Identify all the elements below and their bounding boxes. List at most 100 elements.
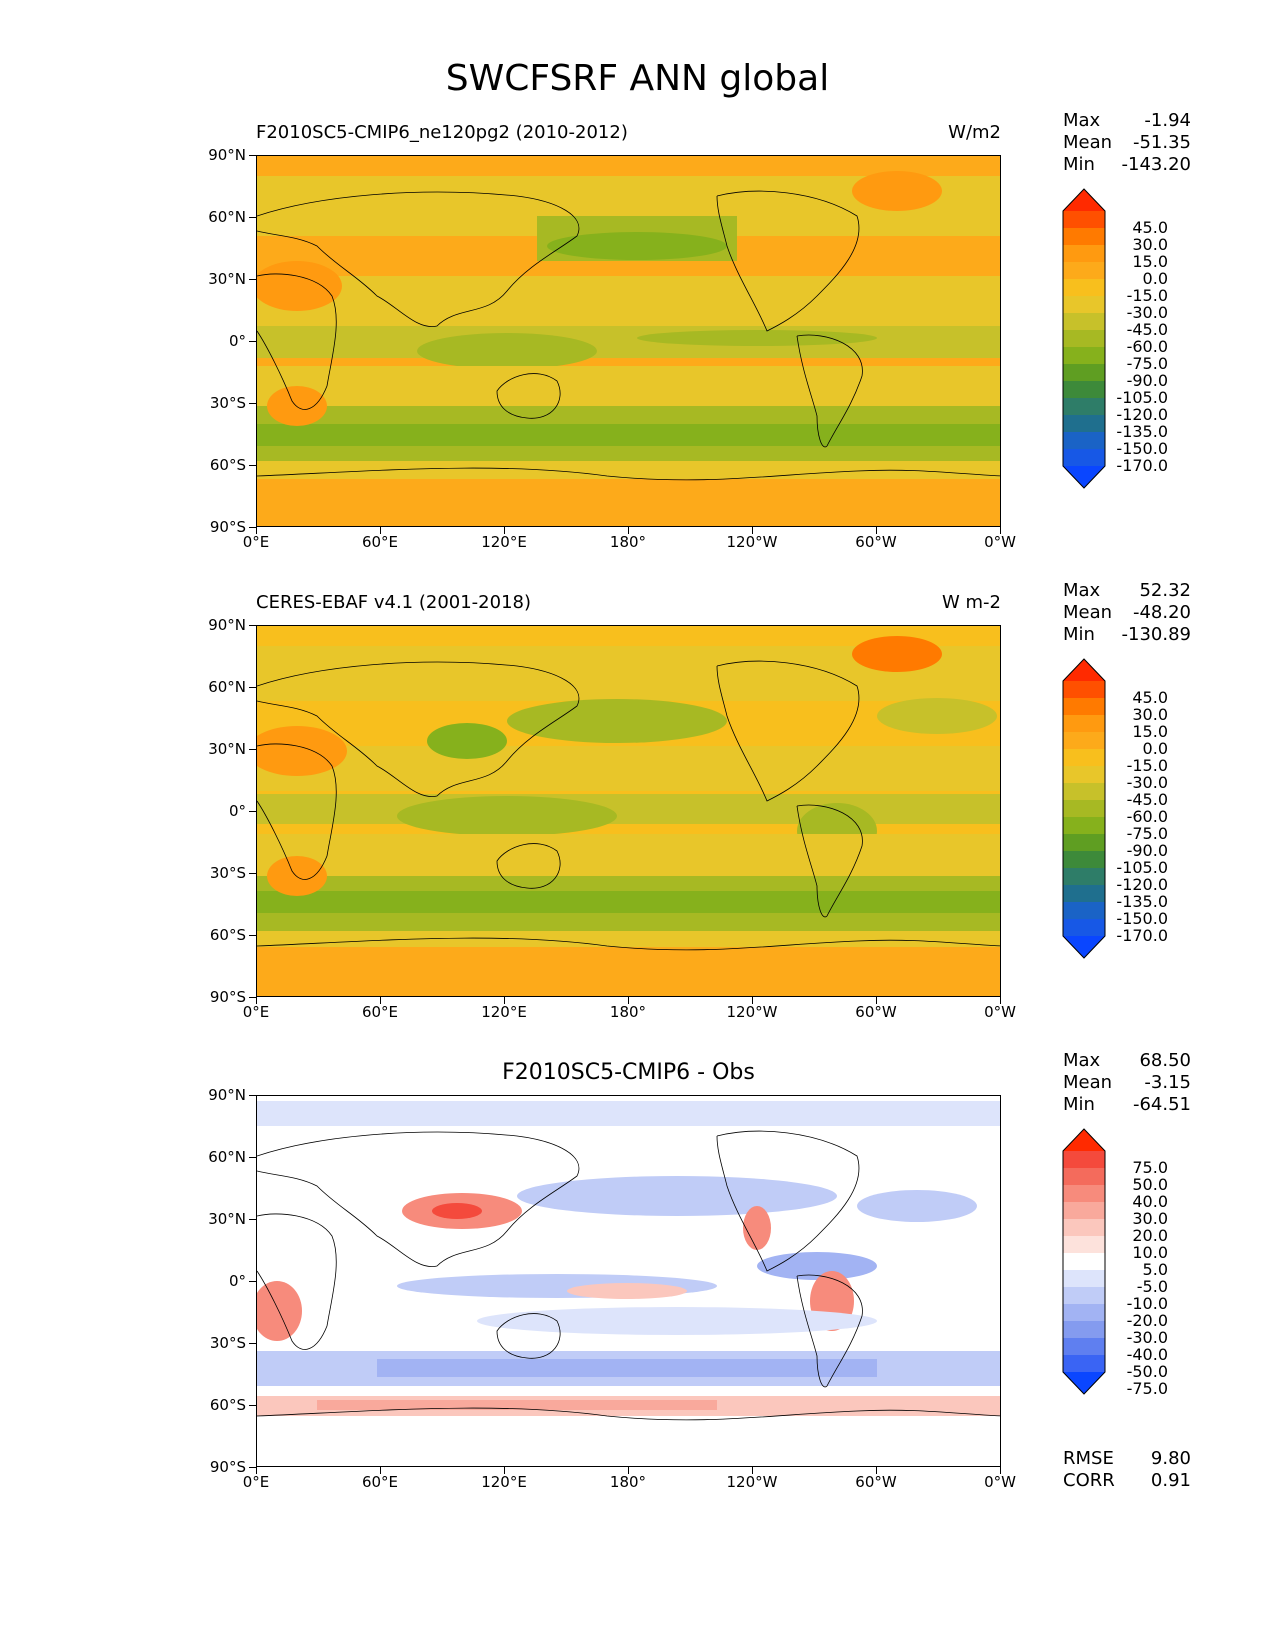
- colorbar-tick-label: 45.0: [1132, 688, 1168, 707]
- stat-label: Mean: [1063, 602, 1113, 623]
- lat-tick: [249, 997, 256, 998]
- metrics-box: RMSE 9.80 CORR 0.91: [1063, 1448, 1191, 1492]
- lat-tick: [249, 527, 256, 528]
- lat-tick: [249, 1343, 256, 1344]
- stat-value: -64.51: [1132, 1094, 1191, 1115]
- colorbar-segment: [1063, 262, 1105, 280]
- lat-label: 90°N: [208, 616, 246, 634]
- coast-eurasia: [257, 191, 580, 328]
- colorbar-outline: [1062, 188, 1106, 489]
- colorbar-segment: [1063, 1202, 1105, 1220]
- colorbar-min-extension: [1063, 1372, 1105, 1394]
- lon-tick: [876, 1467, 877, 1474]
- panel-title-left: CERES-EBAF v4.1 (2001-2018): [256, 592, 532, 613]
- colorbar-tick-label: -45.0: [1126, 790, 1168, 809]
- metric-value: 0.91: [1150, 1470, 1191, 1491]
- colorbar-tick-label: 0.0: [1142, 269, 1168, 288]
- coast-australia: [496, 843, 561, 889]
- colorbar-segment: [1063, 313, 1105, 331]
- lat-tick: [249, 811, 256, 812]
- lat-label: 30°S: [209, 1334, 246, 1352]
- stat-label: Min: [1063, 154, 1095, 175]
- panel-units: W/m2: [948, 122, 1001, 143]
- metric-value: 9.80: [1150, 1448, 1191, 1469]
- coast-africa: [257, 273, 337, 410]
- lat-tick: [249, 155, 256, 156]
- lat-label: 60°S: [209, 456, 246, 474]
- lon-tick: [256, 997, 257, 1004]
- colorbar-tick-label: -5.0: [1136, 1277, 1168, 1296]
- lat-label: 60°S: [209, 926, 246, 944]
- colorbar-tick-label: -135.0: [1116, 422, 1168, 441]
- colorbar-segment: [1063, 330, 1105, 348]
- colorbar-svg: [1062, 658, 1106, 959]
- coastlines: [257, 190, 1000, 481]
- tibet: [427, 723, 507, 759]
- lon-label: 120°E: [481, 533, 527, 551]
- colorbar-tick-label: -90.0: [1126, 841, 1168, 860]
- npac-blue: [517, 1176, 837, 1216]
- colorbar-segment: [1063, 364, 1105, 382]
- lat-label: 90°N: [208, 1086, 246, 1104]
- lon-tick: [628, 1467, 629, 1474]
- colorbar-segment: [1063, 432, 1105, 450]
- colorbar-segment: [1063, 1355, 1105, 1373]
- itcz-core: [637, 330, 877, 346]
- band-itcz: [257, 794, 1000, 824]
- band-antarctic-edge: [257, 931, 1000, 947]
- lon-tick: [628, 997, 629, 1004]
- lon-label: 120°E: [481, 1473, 527, 1491]
- colorbar-segment: [1063, 415, 1105, 433]
- lat-label: 0°: [228, 332, 246, 350]
- map-field: [256, 1095, 1001, 1467]
- lat-tick: [249, 1095, 256, 1096]
- lon-tick: [504, 1467, 505, 1474]
- colorbar-segment: [1063, 228, 1105, 246]
- lon-label: 180°: [609, 1473, 647, 1491]
- namibia-red: [257, 1281, 302, 1341]
- lat-tick: [249, 279, 256, 280]
- panel-obs: CERES-EBAF v4.1 (2001-2018) W m-2: [0, 578, 1275, 1048]
- stat-value: -130.89: [1121, 624, 1191, 645]
- lon-tick: [380, 997, 381, 1004]
- panel-title-center: F2010SC5-CMIP6 - Obs: [502, 1060, 755, 1085]
- colorbar-segment: [1063, 1151, 1105, 1169]
- eq-pac-blue: [757, 1252, 877, 1280]
- namibia: [267, 856, 327, 896]
- lat-label: 30°S: [209, 864, 246, 882]
- colorbar-tick-label: -120.0: [1116, 405, 1168, 424]
- stat-value: -143.20: [1121, 154, 1191, 175]
- colorbar-tick-label: -50.0: [1126, 1362, 1168, 1381]
- lon-label: 120°E: [481, 1003, 527, 1021]
- colorbar-segment: [1063, 681, 1105, 699]
- colorbar-segment: [1063, 1321, 1105, 1339]
- lon-label: 0°E: [242, 1003, 270, 1021]
- colorbar-segment: [1063, 1287, 1105, 1305]
- colorbar-tick-label: 50.0: [1132, 1175, 1168, 1194]
- south-blue: [477, 1307, 877, 1335]
- colorbar-segment: [1063, 1270, 1105, 1288]
- coast-africa: [257, 743, 337, 880]
- colorbar-segment: [1063, 1338, 1105, 1356]
- calif-red: [743, 1206, 771, 1250]
- band-so-blue-core: [377, 1359, 877, 1377]
- colorbar-segment: [1063, 783, 1105, 801]
- colorbar-max-extension: [1063, 659, 1105, 681]
- lon-tick: [1000, 997, 1001, 1004]
- colorbar-segment: [1063, 800, 1105, 818]
- colorbar-outline: [1062, 1128, 1106, 1395]
- colorbar-tick-label: -90.0: [1126, 371, 1168, 390]
- colorbar-tick-label: 20.0: [1132, 1226, 1168, 1245]
- lon-label: 120°W: [726, 533, 778, 551]
- stat-label: Mean: [1063, 1072, 1113, 1093]
- colorbar-tick-label: 10.0: [1132, 1243, 1168, 1262]
- coast-south-america: [796, 804, 863, 918]
- lon-label: 60°W: [855, 533, 897, 551]
- lat-tick: [249, 465, 256, 466]
- colorbar-segment: [1063, 1253, 1105, 1271]
- lat-tick: [249, 1157, 256, 1158]
- coast-north-america: [716, 660, 860, 802]
- band-so-core: [257, 891, 1000, 913]
- colorbar-tick-label: -45.0: [1126, 320, 1168, 339]
- lon-label: 60°W: [855, 1003, 897, 1021]
